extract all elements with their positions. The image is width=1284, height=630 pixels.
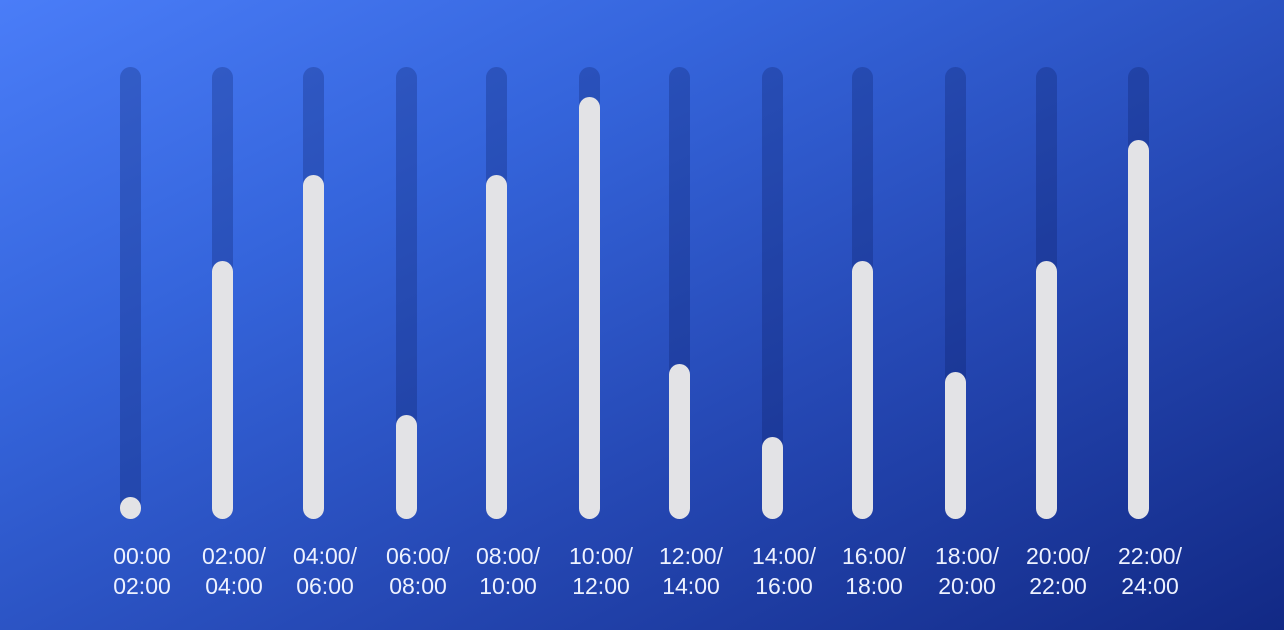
bar-track-7 — [761, 67, 783, 519]
x-tick-label-7: 14:00/ 16:00 — [752, 543, 816, 599]
bar-3 — [395, 415, 417, 519]
bar-1 — [211, 260, 233, 519]
x-tick-label-9: 18:00/ 20:00 — [935, 543, 999, 599]
bar-track-4 — [485, 67, 507, 519]
bar-5 — [578, 97, 600, 519]
bar-6 — [668, 363, 690, 519]
bar-9 — [944, 372, 966, 519]
bar-2 — [302, 174, 324, 519]
bar-0 — [119, 497, 141, 519]
x-tick-label-1: 02:00/ 04:00 — [202, 543, 266, 599]
bar-track-10 — [1035, 67, 1057, 519]
bar-track-1 — [211, 67, 233, 519]
bar-track-8 — [851, 67, 873, 519]
bar-track-5 — [578, 67, 600, 519]
x-tick-label-3: 06:00/ 08:00 — [386, 543, 450, 599]
bar-track-9 — [944, 67, 966, 519]
x-tick-label-11: 22:00/ 24:00 — [1118, 543, 1182, 599]
x-tick-label-2: 04:00/ 06:00 — [293, 543, 357, 599]
x-tick-label-5: 10:00/ 12:00 — [569, 543, 633, 599]
bar-8 — [851, 260, 873, 519]
bar-10 — [1035, 260, 1057, 519]
x-tick-label-4: 08:00/ 10:00 — [476, 543, 540, 599]
bar-track-6 — [668, 67, 690, 519]
x-tick-label-6: 12:00/ 14:00 — [659, 543, 723, 599]
bar-track-2 — [302, 67, 324, 519]
bar-track-3 — [395, 67, 417, 519]
bar-4 — [485, 174, 507, 519]
x-tick-label-0: 00:00 02:00 — [113, 543, 171, 599]
bar-11 — [1127, 140, 1149, 519]
bar-track-11 — [1127, 67, 1149, 519]
bar-track-0 — [119, 67, 141, 519]
x-tick-label-8: 16:00/ 18:00 — [842, 543, 906, 599]
x-tick-label-10: 20:00/ 22:00 — [1026, 543, 1090, 599]
bar-7 — [761, 436, 783, 519]
